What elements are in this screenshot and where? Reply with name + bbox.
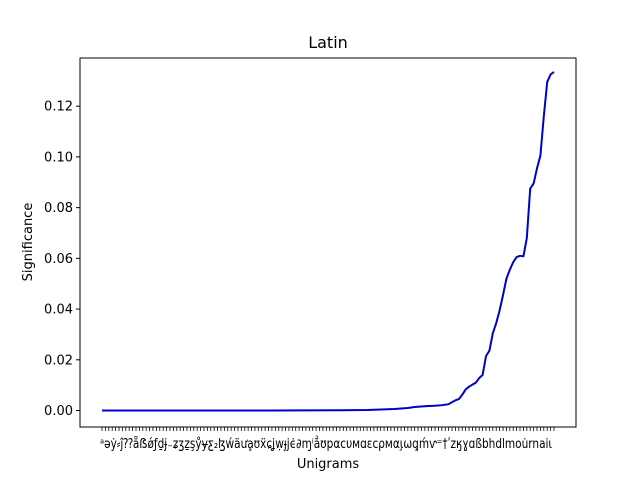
plot-area <box>79 57 577 428</box>
y-tick-label: 0.04 <box>44 303 73 318</box>
y-axis-label: Significance <box>21 203 36 282</box>
x-tick-labels: ᵃəẏ⸗ĵ⁇ẵẞǿƒḏɉ₋ʑʒẕşẙɏƹ₂ɮẃäưḁʊẍɕʝẉɟϳϵ̇∂ɱⁱẳʊ… <box>100 436 552 452</box>
y-axis: 0.00 0.02 0.04 0.06 0.08 0.10 0.12 <box>44 100 80 419</box>
y-tick-label: 0.00 <box>44 404 73 419</box>
y-tick-label: 0.12 <box>44 100 73 115</box>
x-axis <box>101 427 555 431</box>
y-tick-label: 0.06 <box>44 252 73 267</box>
y-tick-label: 0.02 <box>44 353 73 368</box>
x-axis-label: Unigrams <box>297 457 360 472</box>
y-tick-label: 0.08 <box>44 201 73 216</box>
series-line <box>102 71 555 412</box>
y-tick-label: 0.10 <box>44 150 73 165</box>
chart-title: Latin <box>308 33 348 52</box>
